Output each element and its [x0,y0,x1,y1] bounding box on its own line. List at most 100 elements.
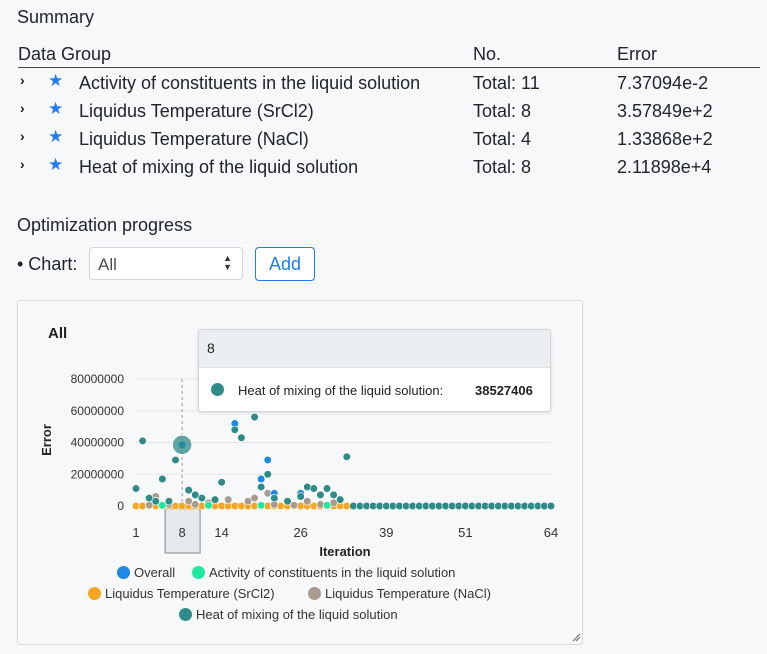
data-point[interactable] [296,492,305,501]
data-point[interactable] [250,413,259,422]
data-point[interactable] [263,470,272,479]
data-point[interactable] [309,484,318,493]
data-point[interactable] [257,501,266,510]
row-count: Total: 8 [473,157,532,177]
x-tick-label: 1 [132,525,139,540]
data-point[interactable] [303,497,312,506]
legend-item-overall[interactable]: Overall [117,565,175,580]
data-point[interactable] [158,501,167,510]
tooltip-value: 38527406 [475,383,533,398]
data-point[interactable] [546,501,556,511]
x-tick-label: 26 [293,525,307,540]
x-tick-label: 64 [544,525,558,540]
data-point[interactable] [184,497,193,506]
data-point[interactable] [191,500,200,509]
data-point[interactable] [243,497,253,506]
data-point[interactable] [138,436,147,446]
legend-label: Liquidus Temperature (NaCl) [325,586,491,601]
add-chart-button[interactable]: Add [255,247,315,281]
table-row[interactable]: › ★ Heat of mixing of the liquid solutio… [18,155,760,183]
legend-dot [192,566,205,579]
column-header-data-group: Data Group [18,44,112,64]
data-point[interactable] [270,493,279,503]
data-point[interactable] [257,482,266,492]
data-point[interactable] [336,495,345,504]
data-point[interactable] [164,497,174,506]
row-error: 7.37094e-2 [617,73,709,93]
data-point[interactable] [322,484,332,493]
table-row[interactable]: › ★ Liquidus Temperature (SrCl2) Total: … [18,99,760,127]
chevron-right-icon[interactable]: › [20,72,25,88]
data-point[interactable] [131,484,141,493]
data-point[interactable] [151,497,160,506]
legend-item-nacl[interactable]: Liquidus Temperature (NaCl) [308,586,491,601]
row-name: Liquidus Temperature (SrCl2) [79,101,314,121]
star-icon: ★ [48,155,64,174]
data-point[interactable] [145,501,154,510]
row-error: 3.57849e+2 [617,101,713,121]
data-point[interactable] [263,455,272,465]
x-tick-label: 14 [214,525,228,540]
data-point[interactable] [171,434,193,456]
data-point[interactable] [329,490,338,499]
chart-select-label: • Chart: [17,254,78,274]
optimization-title: Optimization progress [17,215,193,235]
data-point[interactable] [191,490,200,499]
legend-dot [88,587,101,600]
y-tick-label: 80000000 [71,372,125,386]
tooltip-x-value: 8 [207,340,215,356]
column-header-error: Error [617,44,657,64]
data-point[interactable] [230,425,239,434]
y-tick-label: 20000000 [71,467,125,481]
legend-dot [117,566,130,579]
x-tick-label: 8 [178,525,185,540]
table-header-divider [18,67,760,68]
data-point[interactable] [322,501,332,510]
star-icon: ★ [48,99,64,118]
chart-select[interactable]: All ▲ ▼ [89,247,243,280]
chevron-right-icon[interactable]: › [20,156,25,172]
data-point[interactable] [158,474,167,484]
legend-item-activity[interactable]: Activity of constituents in the liquid s… [192,565,455,580]
data-point[interactable] [283,497,292,506]
resize-handle-icon[interactable] [572,633,581,642]
data-point[interactable] [197,493,206,503]
star-icon: ★ [48,127,64,146]
data-point[interactable] [171,455,180,465]
data-point[interactable] [250,493,259,503]
table-row[interactable]: › ★ Activity of constituents in the liqu… [18,71,760,99]
y-axis-label: Error [39,424,54,456]
data-point[interactable] [210,495,220,504]
legend-item-heat[interactable]: Heat of mixing of the liquid solution [179,607,398,622]
summary-title: Summary [17,7,95,27]
tooltip-header: 8 [199,330,550,368]
data-point[interactable] [237,433,246,442]
data-point[interactable] [204,501,213,510]
legend-label: Heat of mixing of the liquid solution [196,607,398,622]
data-point[interactable] [145,493,154,503]
legend-dot [308,587,321,600]
data-point[interactable] [342,452,351,461]
y-tick-label: 40000000 [71,436,125,450]
row-name: Heat of mixing of the liquid solution [79,157,359,177]
data-point[interactable] [289,501,299,510]
row-name: Liquidus Temperature (NaCl) [79,129,309,149]
legend-label: Overall [134,565,176,580]
chart-tooltip: 8 Heat of mixing of the liquid solution:… [198,329,551,412]
legend-label: Liquidus Temperature (SrCl2) [105,586,275,601]
legend-item-srcl2[interactable]: Liquidus Temperature (SrCl2) [88,586,275,601]
data-point[interactable] [257,474,266,484]
data-point[interactable] [217,478,226,487]
row-count: Total: 4 [473,129,532,149]
y-tick-label: 0 [117,499,124,513]
data-point[interactable] [224,495,233,504]
data-point[interactable] [316,490,325,499]
data-point[interactable] [184,486,193,495]
select-arrows-icon: ▲ ▼ [223,253,232,272]
chevron-right-icon[interactable]: › [20,128,25,144]
tooltip-series-label: Heat of mixing of the liquid solution: [238,383,444,398]
table-row[interactable]: › ★ Liquidus Temperature (NaCl) Total: 4… [18,127,760,155]
chart-select-value: All [98,255,117,274]
chevron-right-icon[interactable]: › [20,100,25,116]
